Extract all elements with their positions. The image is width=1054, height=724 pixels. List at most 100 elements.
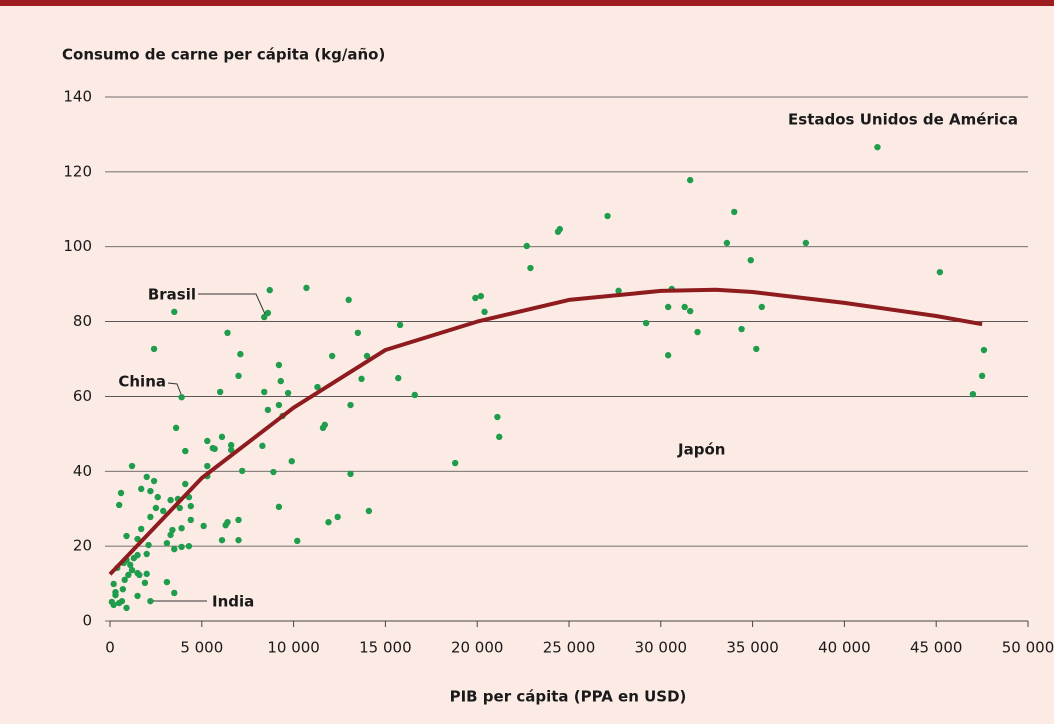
scatter-point (110, 580, 117, 588)
scatter-point (224, 329, 231, 336)
scatter-point (969, 390, 977, 398)
scatter-point (354, 329, 362, 336)
y-tick-label: 40 (73, 462, 92, 480)
scatter-point (187, 502, 194, 510)
x-tick-label: 0 (105, 639, 115, 657)
scatter-point (642, 319, 650, 327)
scatter-point (123, 532, 130, 540)
scatter-point (527, 264, 534, 272)
scatter-point (182, 447, 189, 455)
scatter-point (150, 477, 158, 485)
scatter-point (874, 143, 881, 151)
scatter-point (980, 346, 988, 354)
x-tick-label: 50 000 (1002, 639, 1054, 657)
scatter-point (163, 539, 171, 547)
x-tick-label: 20 000 (451, 639, 504, 657)
y-tick-label: 80 (73, 312, 92, 330)
scatter-point (138, 485, 145, 493)
scatter-point (145, 541, 152, 549)
x-tick-label: 15 000 (359, 639, 412, 657)
scatter-point (209, 444, 217, 452)
scatter-point (119, 585, 127, 593)
scatter-point (147, 597, 154, 605)
scatter-point (686, 176, 694, 184)
scatter-point (723, 239, 731, 247)
scatter-point (216, 388, 224, 396)
scatter-point (187, 516, 194, 524)
scatter-point (204, 437, 211, 445)
scatter-point (121, 576, 128, 584)
scatter-point (152, 504, 160, 512)
scatter-point (481, 308, 488, 316)
scatter-point (686, 307, 694, 315)
scatter-point (171, 545, 178, 553)
scatter-point (143, 570, 150, 578)
scatter-point (664, 352, 672, 359)
scatter-point (171, 308, 178, 316)
scatter-point (411, 391, 418, 399)
scatter-point (108, 598, 116, 606)
scatter-point (261, 313, 268, 321)
scatter-point (345, 296, 352, 304)
scatter-point (496, 433, 503, 441)
scatter-point (275, 503, 283, 511)
scatter-point (227, 441, 235, 449)
scatter-point (615, 287, 622, 295)
scatter-point (347, 401, 354, 409)
scatter-point (365, 507, 373, 515)
scatter-point (694, 328, 701, 336)
scatter-point (237, 350, 244, 358)
scatter-point (288, 457, 295, 465)
scatter-point (218, 433, 226, 441)
scatter-point (261, 388, 268, 396)
scatter-point (259, 442, 266, 450)
scatter-point (178, 524, 185, 532)
scatter-point (115, 501, 123, 509)
x-tick-label: 5 000 (180, 639, 223, 657)
scatter-point (747, 256, 754, 264)
y-tick-label: 140 (63, 88, 92, 106)
y-tick-label: 60 (73, 387, 92, 405)
scatter-point (143, 550, 150, 558)
scatter-point (222, 521, 229, 529)
scatter-point (218, 536, 226, 544)
scatter-point (143, 473, 150, 481)
scatter-point (123, 604, 130, 612)
y-tick-label: 20 (73, 537, 92, 555)
scatter-point (200, 522, 207, 530)
scatter-point (347, 470, 354, 478)
annotation: Estados Unidos de América (788, 111, 1018, 129)
x-tick-label: 40 000 (818, 639, 871, 657)
scatter-point (136, 571, 143, 579)
scatter-point (204, 462, 211, 470)
scatter-point (169, 526, 176, 534)
scatter-point (681, 303, 688, 311)
scatter-point (147, 487, 154, 495)
scatter-point (238, 467, 246, 475)
scatter-point (163, 578, 171, 586)
scatter-point (112, 588, 119, 596)
scatter-point (185, 542, 193, 550)
y-tick-label: 0 (82, 612, 92, 630)
scatter-point (472, 294, 479, 302)
top-bar (0, 0, 1054, 6)
scatter-point (147, 513, 154, 521)
scatter-point (978, 372, 986, 380)
scatter-point (738, 325, 745, 333)
annotation: Japón (677, 441, 725, 459)
annotation: China (118, 373, 166, 391)
scatter-point (325, 518, 332, 526)
scatter-point (277, 377, 284, 385)
scatter-point (451, 459, 459, 467)
scatter-point (396, 321, 404, 329)
scatter-point (554, 228, 562, 235)
scatter-point (294, 537, 301, 545)
leaders (153, 293, 266, 602)
scatter-point (936, 268, 944, 276)
scatter-point (266, 286, 273, 294)
scatter-point (604, 212, 611, 220)
scatter-point (363, 352, 371, 360)
x-tick-label: 45 000 (910, 639, 963, 657)
